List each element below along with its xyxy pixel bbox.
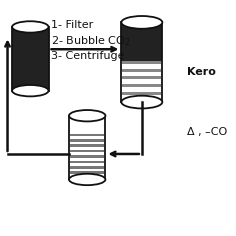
Ellipse shape <box>69 174 105 185</box>
Polygon shape <box>12 27 49 91</box>
Polygon shape <box>70 144 104 147</box>
Ellipse shape <box>12 85 49 96</box>
Polygon shape <box>70 134 104 136</box>
Polygon shape <box>121 22 162 61</box>
Polygon shape <box>121 61 162 102</box>
Text: Kero: Kero <box>187 67 216 77</box>
Ellipse shape <box>69 110 105 121</box>
Text: Δ , –CO: Δ , –CO <box>187 127 228 137</box>
Polygon shape <box>69 134 105 179</box>
Text: 1- Filter
2- Bubble CO$_2$
3- Centrifuge: 1- Filter 2- Bubble CO$_2$ 3- Centrifuge <box>51 20 131 61</box>
Polygon shape <box>70 171 104 174</box>
Polygon shape <box>70 166 104 169</box>
Polygon shape <box>122 99 161 102</box>
Polygon shape <box>70 139 104 142</box>
Polygon shape <box>122 69 161 72</box>
Polygon shape <box>122 92 161 95</box>
Polygon shape <box>70 177 104 179</box>
Polygon shape <box>70 150 104 152</box>
Ellipse shape <box>121 96 162 108</box>
Polygon shape <box>122 76 161 80</box>
Polygon shape <box>122 84 161 87</box>
Ellipse shape <box>121 16 162 29</box>
Polygon shape <box>122 61 161 64</box>
Polygon shape <box>70 160 104 163</box>
Polygon shape <box>70 155 104 158</box>
Ellipse shape <box>12 21 49 33</box>
